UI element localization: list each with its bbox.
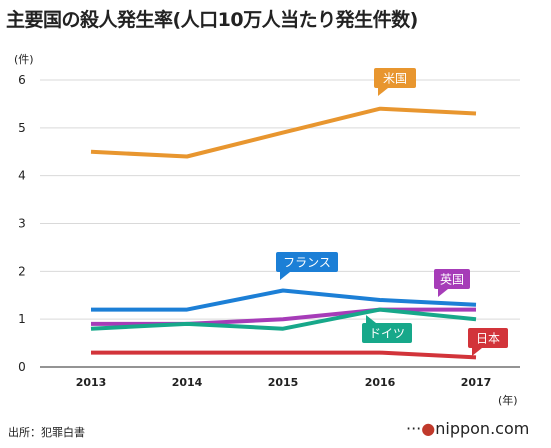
series-label-text: 英国 bbox=[440, 273, 464, 287]
series-label: フランス bbox=[276, 252, 338, 280]
series-label-text: 米国 bbox=[383, 72, 407, 86]
y-tick-label: 3 bbox=[18, 217, 26, 231]
x-axis-ticks: 2013 2014 2015 2016 2017 bbox=[76, 376, 492, 389]
y-tick-label: 1 bbox=[18, 312, 26, 326]
y-axis-label: (件) bbox=[14, 53, 34, 66]
series-label: 米国 bbox=[374, 68, 416, 96]
series-lines bbox=[90, 106, 477, 360]
y-tick-label: 2 bbox=[18, 264, 26, 278]
y-tick-label: 0 bbox=[18, 360, 26, 374]
brand-leading-dots: ··· bbox=[406, 419, 422, 438]
series-line bbox=[91, 350, 477, 360]
brand-name: nippon.com bbox=[435, 419, 530, 438]
x-tick-label: 2016 bbox=[365, 376, 396, 389]
series-label: ドイツ bbox=[362, 315, 412, 343]
series-label: 英国 bbox=[434, 269, 470, 297]
x-tick-label: 2017 bbox=[461, 376, 492, 389]
y-tick-label: 4 bbox=[18, 169, 26, 183]
brand-logo: ···●nippon.com bbox=[406, 419, 529, 438]
y-tick-label: 5 bbox=[18, 121, 26, 135]
y-tick-label: 6 bbox=[18, 73, 26, 87]
x-axis-label: (年) bbox=[498, 393, 518, 407]
chart-title: 主要国の殺人発生率(人口10万人当たり発生件数) bbox=[6, 9, 418, 31]
series-label-text: 日本 bbox=[476, 332, 500, 346]
x-tick-label: 2015 bbox=[268, 376, 299, 389]
series-line bbox=[90, 106, 477, 159]
series-label-text: ドイツ bbox=[369, 327, 405, 341]
series-label: 日本 bbox=[468, 328, 508, 356]
source-note: 出所：犯罪白書 bbox=[8, 426, 85, 439]
brand-dot-icon: ● bbox=[421, 419, 436, 438]
x-tick-label: 2014 bbox=[172, 376, 203, 389]
series-line bbox=[90, 307, 477, 331]
series-label-text: フランス bbox=[283, 256, 331, 270]
y-axis-ticks: 0 1 2 3 4 5 6 bbox=[18, 73, 26, 374]
series-line bbox=[91, 288, 477, 312]
x-tick-label: 2013 bbox=[76, 376, 107, 389]
